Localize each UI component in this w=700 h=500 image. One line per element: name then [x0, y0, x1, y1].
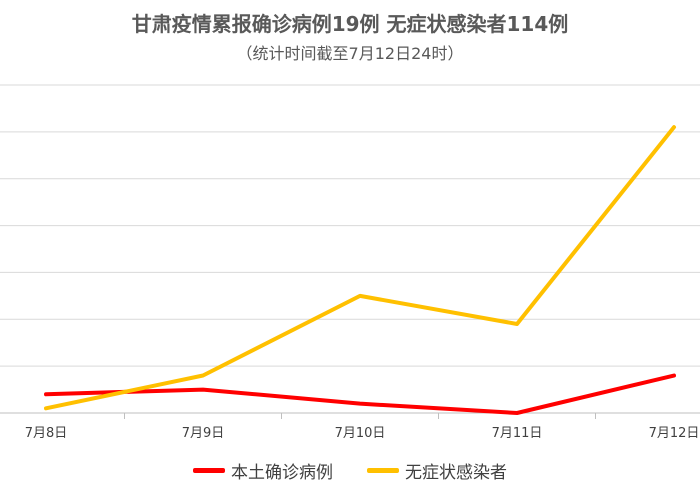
chart-subtitle: （统计时间截至7月12日24时） — [236, 44, 464, 63]
legend-swatch-confirmed — [193, 468, 225, 473]
series-lines — [44, 125, 676, 415]
legend-item-asymptomatic: 无症状感染者 — [367, 458, 507, 483]
legend-swatch-asymptomatic — [367, 468, 399, 473]
x-tick-label: 7月9日 — [182, 426, 225, 441]
series-line-0 — [44, 373, 676, 415]
x-axis: 7月8日 7月9日 7月10日 7月11日 7月12日 — [0, 412, 700, 441]
x-tick-label: 7月11日 — [492, 426, 543, 441]
grid-lines — [0, 84, 700, 414]
series-line-1 — [44, 125, 676, 411]
x-tick-label: 7月8日 — [25, 426, 68, 441]
legend-label-asymptomatic: 无症状感染者 — [405, 463, 507, 483]
legend-item-confirmed: 本土确诊病例 — [193, 458, 333, 483]
legend-label-confirmed: 本土确诊病例 — [231, 463, 333, 483]
legend: 本土确诊病例 无症状感染者 — [0, 458, 700, 483]
x-tick-label: 7月10日 — [335, 426, 386, 441]
x-tick-label: 7月12日 — [649, 426, 700, 441]
chart-title: 甘肃疫情累报确诊病例19例 无症状感染者114例 — [131, 12, 569, 36]
